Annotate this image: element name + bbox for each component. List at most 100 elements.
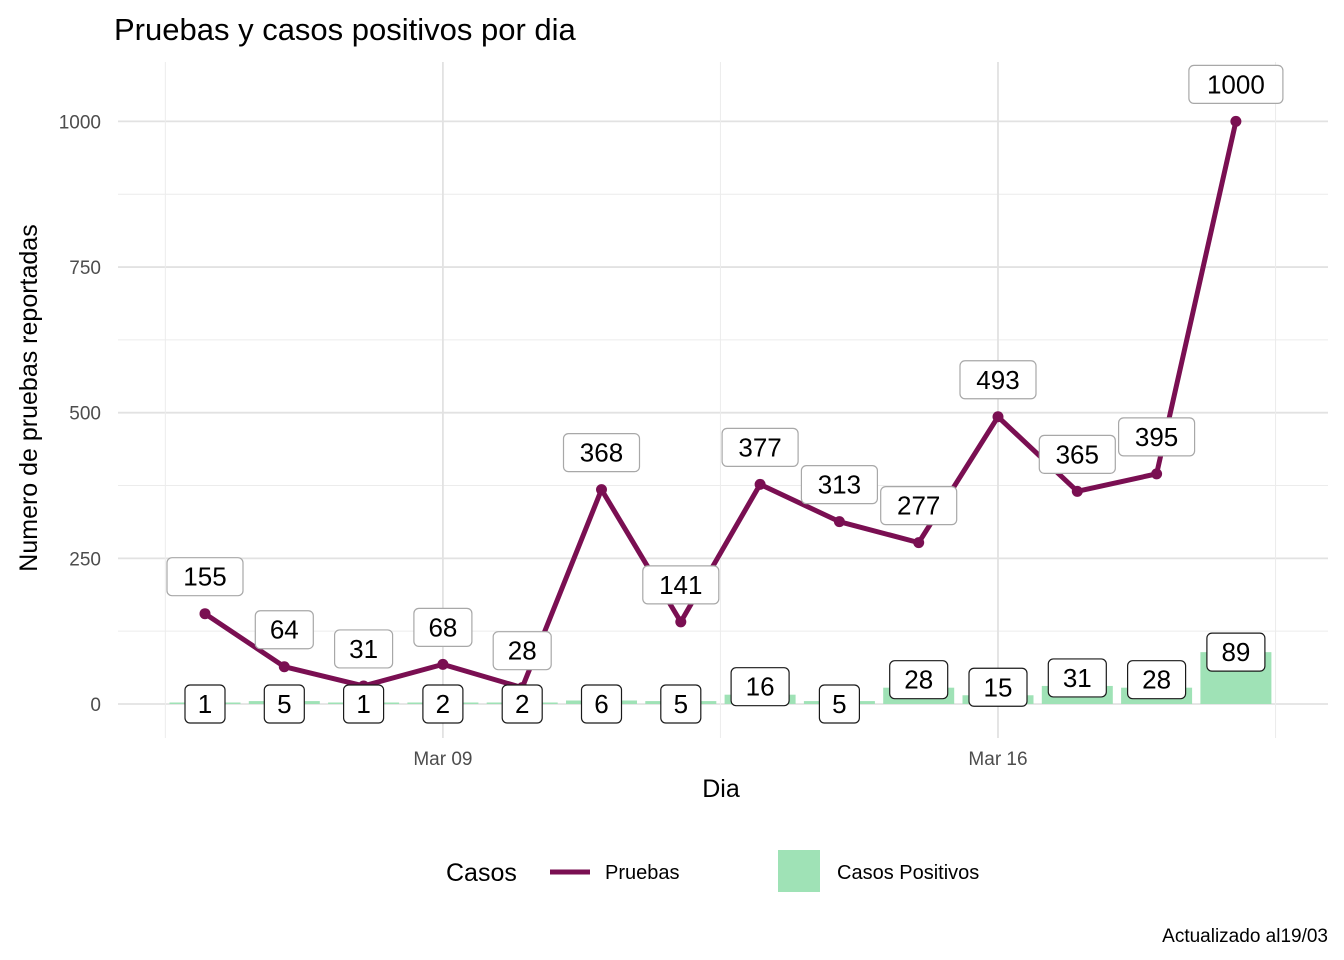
y-tick-label: 750 [69,258,101,279]
data-label-box [1188,64,1284,105]
data-label: 16 [730,667,790,707]
data-label: 5 [660,684,702,724]
data-label-text: 5 [277,689,291,719]
data-label-text: 377 [738,432,781,462]
data-label: 6 [580,684,623,724]
y-tick-label: 0 [90,695,101,716]
data-label: 368 [562,433,641,473]
legend-label-casos-positivos: Casos Positivos [837,862,979,884]
data-label-box [1126,660,1187,700]
legend: Casos Pruebas Casos Positivos [446,850,979,892]
data-label: 377 [721,427,799,467]
data-label-text: 28 [508,636,537,666]
data-label-box [254,610,314,650]
data-label: 365 [1038,434,1116,474]
y-axis-ticks: 0 250 500 750 1000 [59,112,101,716]
data-label: 68 [413,607,473,647]
caption: Actualizado al19/03 [1162,926,1328,947]
data-label-text: 5 [674,689,688,719]
data-label-box [184,684,226,724]
data-label: 31 [1047,658,1107,698]
point [199,608,211,620]
data-label-text: 155 [183,562,226,592]
data-label-text: 2 [436,689,450,719]
data-label-box [730,667,790,707]
data-label-box [1117,417,1196,457]
data-label-box [166,557,244,597]
data-label-box [492,631,552,671]
point [1071,485,1083,497]
data-label-box [1038,434,1116,474]
data-label: 313 [800,465,879,505]
data-label-text: 2 [515,689,529,719]
y-tick-label: 500 [69,404,101,425]
data-label: 1000 [1188,64,1284,105]
data-label-box [422,684,464,724]
data-label-box [263,684,305,724]
point [1230,115,1242,127]
point [675,616,687,628]
data-label-box [334,629,394,669]
data-label: 395 [1117,417,1196,457]
point [278,661,290,673]
data-label: 28 [492,631,552,671]
data-label-box [660,684,702,724]
y-tick-label: 1000 [59,112,101,133]
legend-key-casos-positivos [778,850,820,892]
data-label-text: 277 [897,491,940,521]
data-label-text: 313 [818,470,861,500]
data-label-box [642,565,720,605]
point [833,516,845,528]
data-label: 15 [968,667,1028,707]
data-label: 31 [334,629,394,669]
data-label-box [580,684,623,724]
line-series [199,115,1242,694]
data-label: 2 [501,684,543,724]
point [1151,468,1163,480]
data-label-text: 15 [984,672,1013,702]
data-label-box [501,684,543,724]
data-label-text: 16 [746,672,775,702]
data-label: 28 [1126,660,1187,700]
data-label-box [413,607,473,647]
data-label-text: 1 [198,689,212,719]
data-label: 1 [184,684,226,724]
data-label-text: 64 [270,615,299,645]
data-label-box [721,427,799,467]
data-label-text: 395 [1135,422,1178,452]
data-label-text: 365 [1056,439,1099,469]
legend-title: Casos [446,859,517,887]
data-label: 493 [959,360,1037,400]
y-axis-title: Numero de pruebas reportadas [15,224,43,571]
data-label: 2 [422,684,464,724]
data-label-box [562,433,641,473]
data-label-text: 141 [659,570,702,600]
data-label-box [889,660,949,700]
data-label-box [968,667,1028,707]
data-label-text: 31 [349,634,378,664]
chart-title: Pruebas y casos positivos por dia [114,12,577,47]
data-label-text: 493 [976,365,1019,395]
data-label-box [880,486,958,526]
data-label: 5 [263,684,305,724]
data-label-box [800,465,879,505]
data-label-box [1047,658,1107,698]
data-label-text: 89 [1221,637,1250,667]
y-tick-label: 250 [69,549,101,570]
data-label-text: 31 [1063,663,1092,693]
point [992,411,1004,423]
data-label-box [818,684,861,724]
data-label: 5 [818,684,861,724]
data-label: 89 [1206,632,1266,672]
data-label: 28 [889,660,949,700]
data-label-text: 68 [428,612,457,642]
data-label-text: 5 [832,689,846,719]
x-axis-title: Dia [702,775,740,803]
point [913,537,925,549]
data-label-text: 368 [580,438,623,468]
x-axis-ticks: Mar 09 Mar 16 [413,749,1027,770]
data-label-text: 28 [1142,665,1171,695]
data-label-box [1206,632,1266,672]
